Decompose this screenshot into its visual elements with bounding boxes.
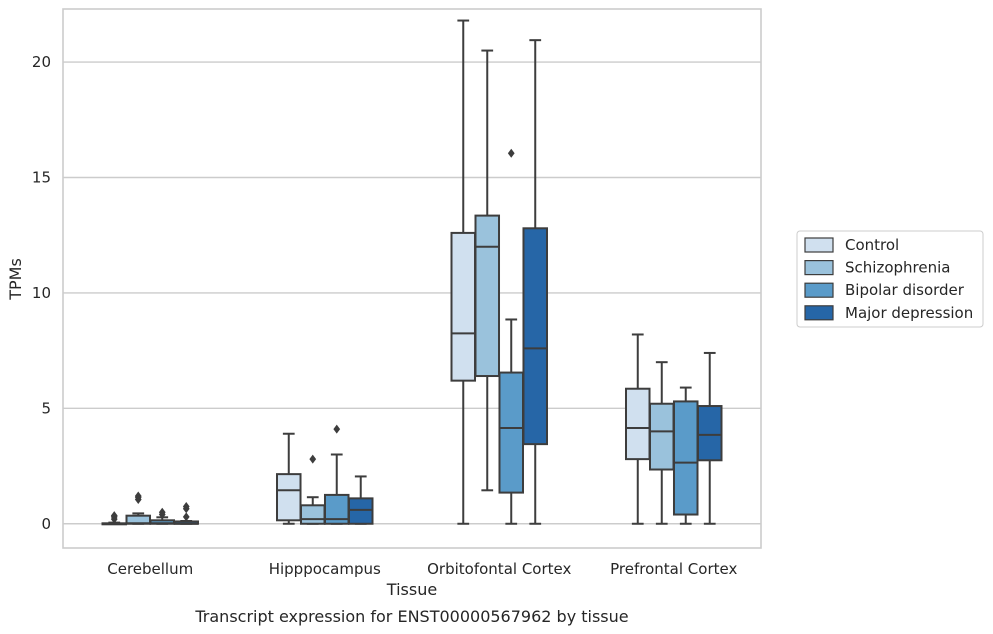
box-iqr — [498, 371, 525, 494]
plot-frame — [62, 8, 762, 549]
box-iqr — [450, 231, 477, 382]
box-iqr — [347, 497, 374, 525]
chart-caption: Transcript expression for ENST0000056796… — [194, 607, 628, 626]
x-tick-label: Cerebellum — [107, 560, 193, 578]
box-iqr — [625, 387, 651, 461]
legend-entries: Control Schizophrenia Bipolar disorder Majo… — [804, 236, 973, 322]
legend-label: Schizophrenia — [845, 259, 950, 277]
box-iqr — [696, 405, 723, 462]
box-1-2 — [323, 424, 350, 525]
outlier-point — [134, 491, 142, 501]
legend-swatch — [804, 282, 834, 298]
box-3-3 — [696, 351, 723, 525]
box-2-2 — [498, 148, 525, 525]
boxes — [101, 19, 723, 526]
y-tick-labels: 0 5 10 15 20 — [32, 53, 51, 533]
x-tick-label: Orbitofontal Cortex — [427, 560, 571, 578]
outlier-point — [507, 148, 515, 158]
y-tick-label: 10 — [32, 284, 51, 302]
legend-label: Control — [845, 236, 899, 254]
legend-swatch — [804, 237, 834, 253]
box-3-2 — [672, 386, 699, 525]
y-tick-label: 0 — [41, 515, 51, 533]
legend-label: Bipolar disorder — [845, 281, 965, 299]
box-iqr — [276, 473, 302, 522]
outlier-point — [309, 454, 317, 464]
y-tick-label: 15 — [32, 169, 51, 187]
legend-label: Major depression — [845, 304, 973, 322]
box-1-3 — [347, 475, 374, 525]
legend-frame — [796, 230, 984, 328]
x-tick-label: Hipppocampus — [269, 560, 381, 578]
box-2-0 — [450, 19, 477, 525]
box-iqr — [522, 227, 548, 446]
x-tick-labels: Cerebellum Hipppocampus Orbitofontal Corte… — [107, 560, 737, 578]
box-2-3 — [522, 39, 548, 525]
box-1-1 — [299, 454, 326, 525]
x-axis-label: Tissue — [386, 580, 437, 599]
legend: Control Schizophrenia Bipolar disorder Majo… — [796, 230, 984, 328]
outlier-point — [182, 512, 190, 522]
outlier-point — [182, 501, 190, 511]
box-iqr — [299, 504, 326, 525]
legend-swatch — [804, 305, 834, 321]
legend-swatch — [804, 260, 834, 276]
y-tick-label: 5 — [41, 399, 51, 417]
box-2-1 — [474, 49, 501, 492]
outlier-point — [158, 507, 166, 517]
box-3-1 — [648, 361, 675, 525]
y-axis-label: TPMs — [6, 258, 25, 301]
box-iqr — [648, 402, 675, 471]
box-iqr — [672, 400, 699, 516]
box-1-0 — [276, 432, 302, 525]
y-tick-label: 20 — [32, 53, 51, 71]
box-iqr — [474, 214, 501, 378]
outlier-point — [333, 424, 341, 434]
outlier-point — [110, 511, 118, 521]
x-tick-label: Prefrontal Cortex — [610, 560, 737, 578]
box-0-0 — [101, 511, 128, 526]
box-0-3 — [173, 501, 199, 525]
